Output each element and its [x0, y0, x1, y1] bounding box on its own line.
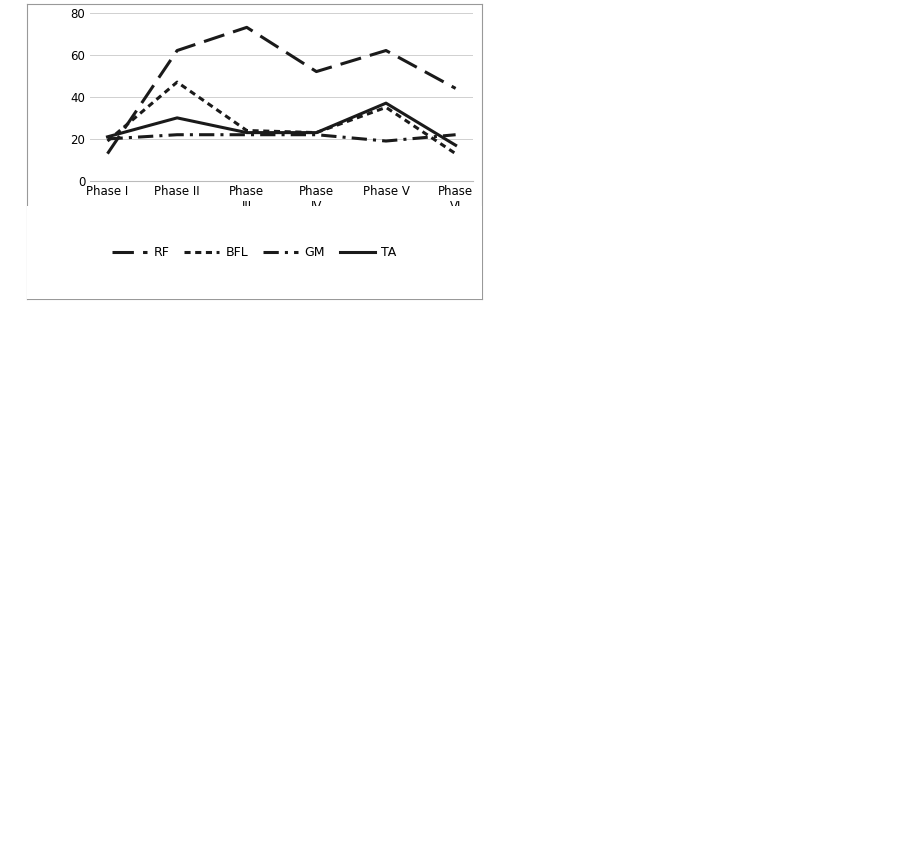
TA — [241, 127, 252, 137]
GM — [172, 130, 183, 140]
GM — [102, 134, 113, 144]
Legend: RF, BFL, GM, TA: RF, BFL, GM, TA — [113, 246, 396, 259]
BFL — [311, 127, 322, 137]
BFL — [241, 125, 252, 136]
Line: GM: GM — [107, 135, 456, 141]
RF — [450, 83, 461, 93]
GM — [380, 136, 391, 146]
GM — [311, 130, 322, 140]
GM — [241, 130, 252, 140]
TA — [450, 140, 461, 150]
BFL — [380, 102, 391, 112]
Line: RF: RF — [107, 27, 456, 153]
Line: BFL: BFL — [107, 82, 456, 153]
TA — [311, 127, 322, 137]
TA — [172, 113, 183, 123]
RF — [241, 22, 252, 32]
Line: TA: TA — [107, 103, 456, 145]
RF — [172, 45, 183, 56]
RF — [380, 45, 391, 56]
BFL — [102, 136, 113, 146]
BFL — [172, 77, 183, 87]
TA — [380, 98, 391, 108]
TA — [102, 131, 113, 141]
RF — [102, 148, 113, 158]
BFL — [450, 148, 461, 158]
RF — [311, 67, 322, 77]
GM — [450, 130, 461, 140]
